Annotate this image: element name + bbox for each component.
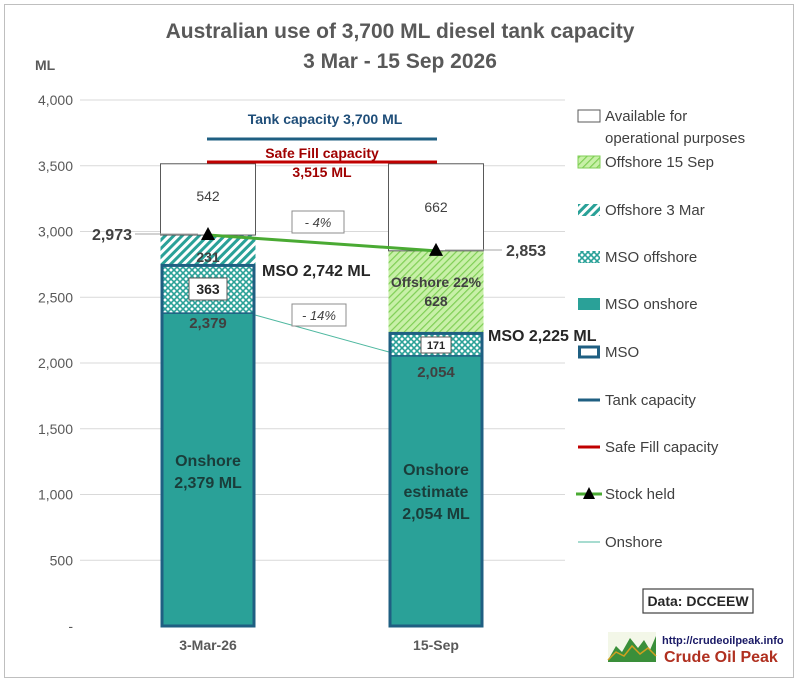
crude-oil-peak-logo: http://crudeoilpeak.info Crude Oil Peak [607,632,784,666]
safe-fill-value: 3,515 ML [292,164,352,180]
reference-lines [201,137,443,353]
mso-outline [388,331,484,628]
source-label: Data: DCCEEW [647,593,749,609]
data-label: 363 [196,281,220,297]
onshore-trend-line [255,314,389,353]
legend-label: MSO [605,344,639,361]
y-tick-label: 500 [50,552,74,568]
stock-held-label: 2,973 [92,227,132,244]
mso-label: MSO 2,742 ML [262,263,371,280]
legend-swatch [577,109,601,123]
bar-segment-offshore-15-sep [388,250,484,334]
change-box [291,303,347,327]
bar-segment-offshore-3-mar [160,235,256,266]
change-label: - 14% [302,308,336,323]
legend-swatch [578,251,600,263]
safe-fill-label: Safe Fill capacity [265,145,379,161]
legend-label: Tank capacity [605,392,696,409]
legend-label: operational purposes [605,130,745,147]
data-label: 2,054 [417,364,455,381]
onshore-label: Onshore [175,453,241,470]
data-label: 662 [424,199,448,215]
data-label: Offshore 22% [391,274,482,290]
legend-swatch [578,298,600,310]
stock-held-label: 2,853 [506,243,546,260]
mso-label: MSO 2,225 ML [488,328,597,345]
data-label: 231 [196,249,220,265]
mso-outline [160,263,256,628]
legend: Available for operational purposes Offshor… [576,108,745,551]
value-box [420,336,452,354]
y-tick-labels: - 500 1,000 1,500 2,000 2,500 3,000 3,500 4,000 [38,92,73,634]
y-tick-label: 1,000 [38,487,73,503]
change-label: - 4% [305,215,332,230]
legend-label: MSO onshore [605,296,698,313]
y-tick-label: 2,000 [38,355,73,371]
y-tick-label: 3,000 [38,224,73,240]
x-tick-labels: 3-Mar-26 15-Sep [179,637,459,653]
logo-name: Crude Oil Peak [664,649,778,666]
legend-label: Onshore [605,534,663,551]
onshore-label: 2,379 ML [174,475,242,492]
source-box [642,588,754,614]
legend-label: Safe Fill capacity [605,439,719,456]
y-tick-label: 3,500 [38,158,73,174]
bar-segment-mso-onshore [160,313,256,626]
x-tick-label: 3-Mar-26 [179,637,237,653]
y-axis-label: ML [35,57,56,73]
bar-segment-available-for-operational-purposes [160,163,256,236]
data-label: 542 [196,188,220,204]
legend-swatch [577,155,601,169]
y-tick-label: 2,500 [38,289,73,305]
stock-held-line [207,233,437,253]
y-tick-label: 1,500 [38,421,73,437]
legend-marker [583,487,595,499]
y-tick-label: 4,000 [38,92,73,108]
stock-held-marker [429,242,443,256]
legend-label: Stock held [605,486,675,503]
bar-stacks [160,163,484,628]
logo-url: http://crudeoilpeak.info [662,635,784,647]
data-label: 628 [424,293,448,309]
y-tick-label: - [68,618,73,634]
value-box [188,277,228,301]
onshore-label: Onshore [403,462,469,479]
stock-held-marker [201,227,215,241]
onshore-label: estimate [404,484,469,501]
legend-swatch [578,345,600,359]
data-label: 171 [427,340,445,352]
legend-label: Offshore 3 Mar [605,202,705,219]
legend-label: Available for [605,108,687,125]
logo-graph [608,636,656,662]
bar-segment-mso-onshore [388,355,484,626]
legend-label: MSO offshore [605,249,697,266]
tank-capacity-label: Tank capacity 3,700 ML [248,111,403,127]
change-box [291,210,345,234]
onshore-label: 2,054 ML [402,506,470,523]
legend-label: Offshore 15 Sep [605,154,714,171]
chart-title-line2: 3 Mar - 15 Sep 2026 [303,50,497,73]
data-label: 2,379 [189,315,227,332]
x-tick-label: 15-Sep [413,637,459,653]
annotations: Tank capacity 3,700 ML Safe Fill capacity… [92,111,784,666]
logo-curve [607,644,657,661]
legend-swatch [578,204,600,216]
chart-title-line1: Australian use of 3,700 ML diesel tank c… [166,20,635,43]
